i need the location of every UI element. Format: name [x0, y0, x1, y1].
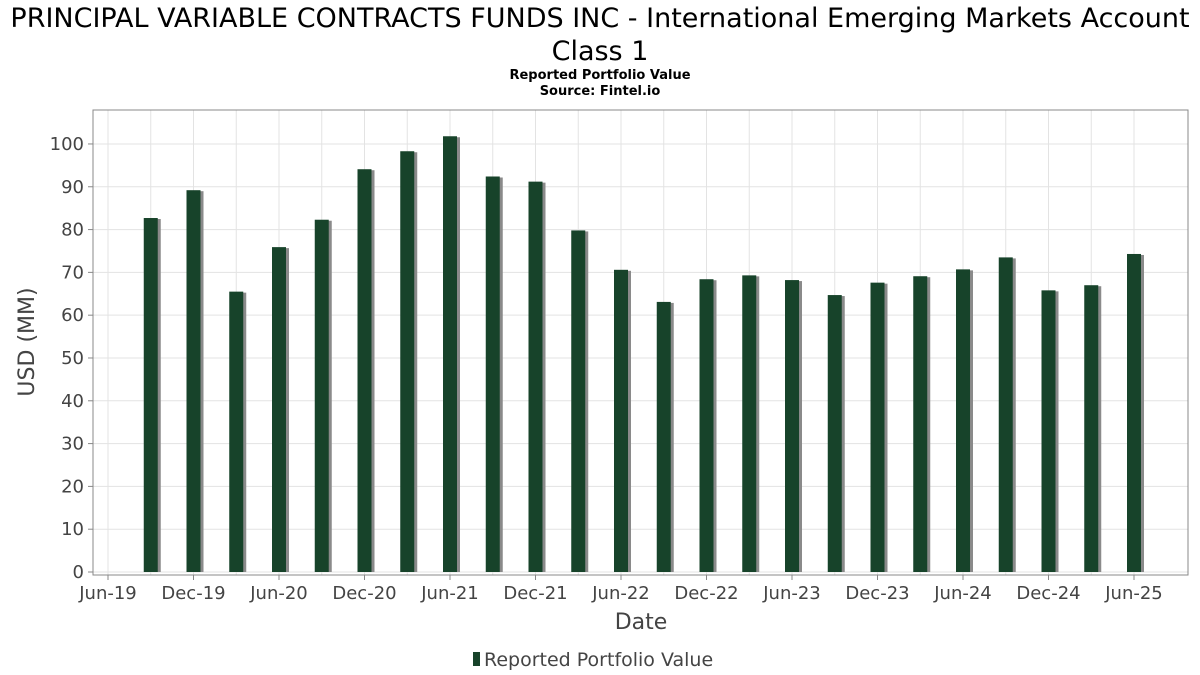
bar — [186, 190, 201, 572]
y-tick-label: 20 — [61, 476, 84, 497]
x-tick-label: Dec-19 — [161, 583, 225, 604]
bar — [528, 181, 543, 572]
x-tick-label: Jun-22 — [591, 583, 650, 604]
bar — [443, 136, 457, 573]
x-tick-label: Dec-21 — [503, 583, 567, 604]
bar — [913, 276, 928, 572]
x-tick-label: Jun-25 — [1104, 583, 1163, 604]
y-tick-label: 70 — [61, 262, 84, 283]
x-tick-label: Dec-23 — [845, 583, 909, 604]
bar — [357, 169, 372, 572]
grid-layer — [93, 110, 1188, 575]
bar — [656, 301, 671, 572]
bar — [827, 295, 842, 572]
bar — [571, 230, 586, 573]
x-tick-label: Jun-19 — [78, 583, 137, 604]
y-tick-label: 100 — [50, 134, 84, 155]
chart-subtitle: Reported Portfolio Value Source: Fintel.… — [0, 68, 1200, 100]
bar — [998, 257, 1013, 572]
legend-label: Reported Portfolio Value — [484, 649, 713, 671]
bar — [785, 280, 799, 572]
y-tick-label: 90 — [61, 177, 84, 198]
y-axis-title: USD (MM) — [15, 287, 40, 396]
x-axis-title: Date — [615, 610, 668, 635]
x-tick-label: Jun-24 — [933, 583, 992, 604]
y-tick-label: 0 — [73, 562, 84, 583]
y-tick-label: 30 — [61, 434, 84, 455]
y-tick-label: 80 — [61, 220, 84, 241]
plot-frame — [92, 109, 1189, 576]
x-tick-label: Jun-20 — [249, 583, 308, 604]
y-tick-label: 40 — [61, 391, 84, 412]
axis-layer: 0 10 20 30 40 50 60 70 80 90 100 Jun-19 Dec-19 Jun-20… — [50, 134, 1163, 604]
legend-swatch — [473, 652, 480, 666]
x-tick-label: Jun-23 — [762, 583, 821, 604]
chart-title: PRINCIPAL VARIABLE CONTRACTS FUNDS INC -… — [10, 3, 1190, 67]
y-tick-label: 50 — [61, 348, 84, 369]
bar — [742, 275, 757, 572]
bar — [272, 247, 286, 572]
x-tick-label: Dec-24 — [1016, 583, 1080, 604]
bar — [956, 269, 970, 572]
subtitle-line-2: Source: Fintel.io — [539, 84, 661, 99]
bar — [400, 151, 415, 572]
bar — [229, 291, 244, 572]
bar — [1127, 253, 1141, 572]
x-tick-label: Dec-22 — [674, 583, 738, 604]
bar — [870, 282, 885, 572]
legend: Reported Portfolio Value — [473, 649, 713, 671]
x-tick-label: Jun-21 — [420, 583, 479, 604]
bar-layer — [143, 136, 1144, 573]
x-tick-label: Dec-20 — [332, 583, 396, 604]
y-tick-label: 10 — [61, 519, 84, 540]
bar — [699, 279, 714, 572]
bar — [1084, 285, 1099, 572]
subtitle-line-1: Reported Portfolio Value — [509, 68, 691, 83]
bar — [614, 269, 628, 572]
bar — [1041, 290, 1056, 572]
bar — [143, 218, 158, 573]
y-tick-label: 60 — [61, 305, 84, 326]
bar — [314, 219, 329, 573]
bar — [485, 176, 500, 572]
